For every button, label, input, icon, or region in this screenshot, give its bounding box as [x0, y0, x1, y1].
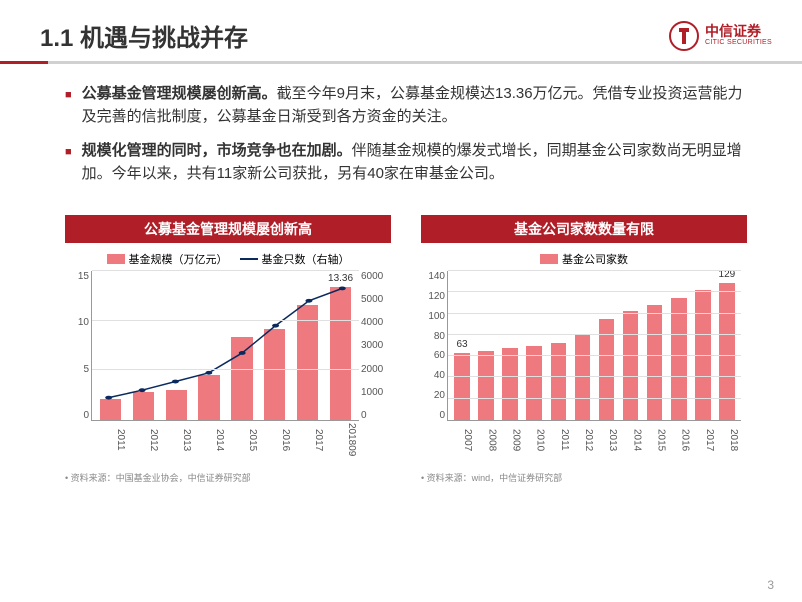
- legend-bar: 基金公司家数: [540, 251, 628, 267]
- legend-bar: 基金规模（万亿元）: [107, 251, 228, 267]
- bullet-marker-icon: ■: [65, 144, 72, 186]
- chart-right-plot: 140120100806040200 63129: [421, 271, 747, 421]
- chart-right-title: 基金公司家数数量有限: [421, 215, 747, 243]
- bullet-marker-icon: ■: [65, 87, 72, 129]
- chart-left-legend: 基金规模（万亿元） 基金只数（右轴）: [65, 243, 391, 271]
- x-axis: 2011201220132014201520162017201809: [91, 421, 359, 457]
- legend-line: 基金只数（右轴）: [240, 251, 350, 267]
- y-axis-left: 140120100806040200: [421, 271, 445, 421]
- slide-header: 1.1 机遇与挑战并存 中信证券 CITIC SECURITIES: [0, 0, 802, 61]
- chart-right: 基金公司家数数量有限 基金公司家数 140120100806040200 631…: [421, 215, 747, 484]
- citic-logo-icon: [669, 21, 699, 51]
- logo-text-en: CITIC SECURITIES: [705, 39, 772, 47]
- y-axis-right: 6000500040003000200010000: [361, 271, 391, 421]
- chart-right-legend: 基金公司家数: [421, 243, 747, 271]
- chart-left-plot: 151050 6000500040003000200010000 13.36: [65, 271, 391, 421]
- bullet-item: ■ 公募基金管理规模屡创新高。截至今年9月末，公募基金规模达13.36万亿元。凭…: [65, 82, 747, 129]
- charts-row: 公募基金管理规模屡创新高 基金规模（万亿元） 基金只数（右轴） 151050 6…: [0, 195, 802, 484]
- chart-right-source: 资料来源：wind，中信证券研究部: [421, 471, 747, 484]
- logo-text-ch: 中信证券: [705, 24, 772, 39]
- header-divider: [0, 61, 802, 64]
- page-number: 3: [767, 578, 774, 592]
- bullet-item: ■ 规模化管理的同时，市场竞争也在加剧。伴随基金规模的爆发式增长，同期基金公司家…: [65, 139, 747, 186]
- x-axis: 2007200820092010201120122013201420152016…: [447, 421, 741, 457]
- slide-title: 1.1 机遇与挑战并存: [40, 18, 248, 53]
- chart-left-title: 公募基金管理规模屡创新高: [65, 215, 391, 243]
- y-axis-left: 151050: [65, 271, 89, 421]
- company-logo: 中信证券 CITIC SECURITIES: [669, 21, 772, 51]
- chart-left-source: 资料来源：中国基金业协会，中信证券研究部: [65, 471, 391, 484]
- bullet-list: ■ 公募基金管理规模屡创新高。截至今年9月末，公募基金规模达13.36万亿元。凭…: [0, 82, 802, 185]
- chart-left: 公募基金管理规模屡创新高 基金规模（万亿元） 基金只数（右轴） 151050 6…: [65, 215, 391, 484]
- bullet-bold: 公募基金管理规模屡创新高。: [82, 85, 277, 102]
- bullet-bold: 规模化管理的同时，市场竞争也在加剧。: [82, 142, 352, 159]
